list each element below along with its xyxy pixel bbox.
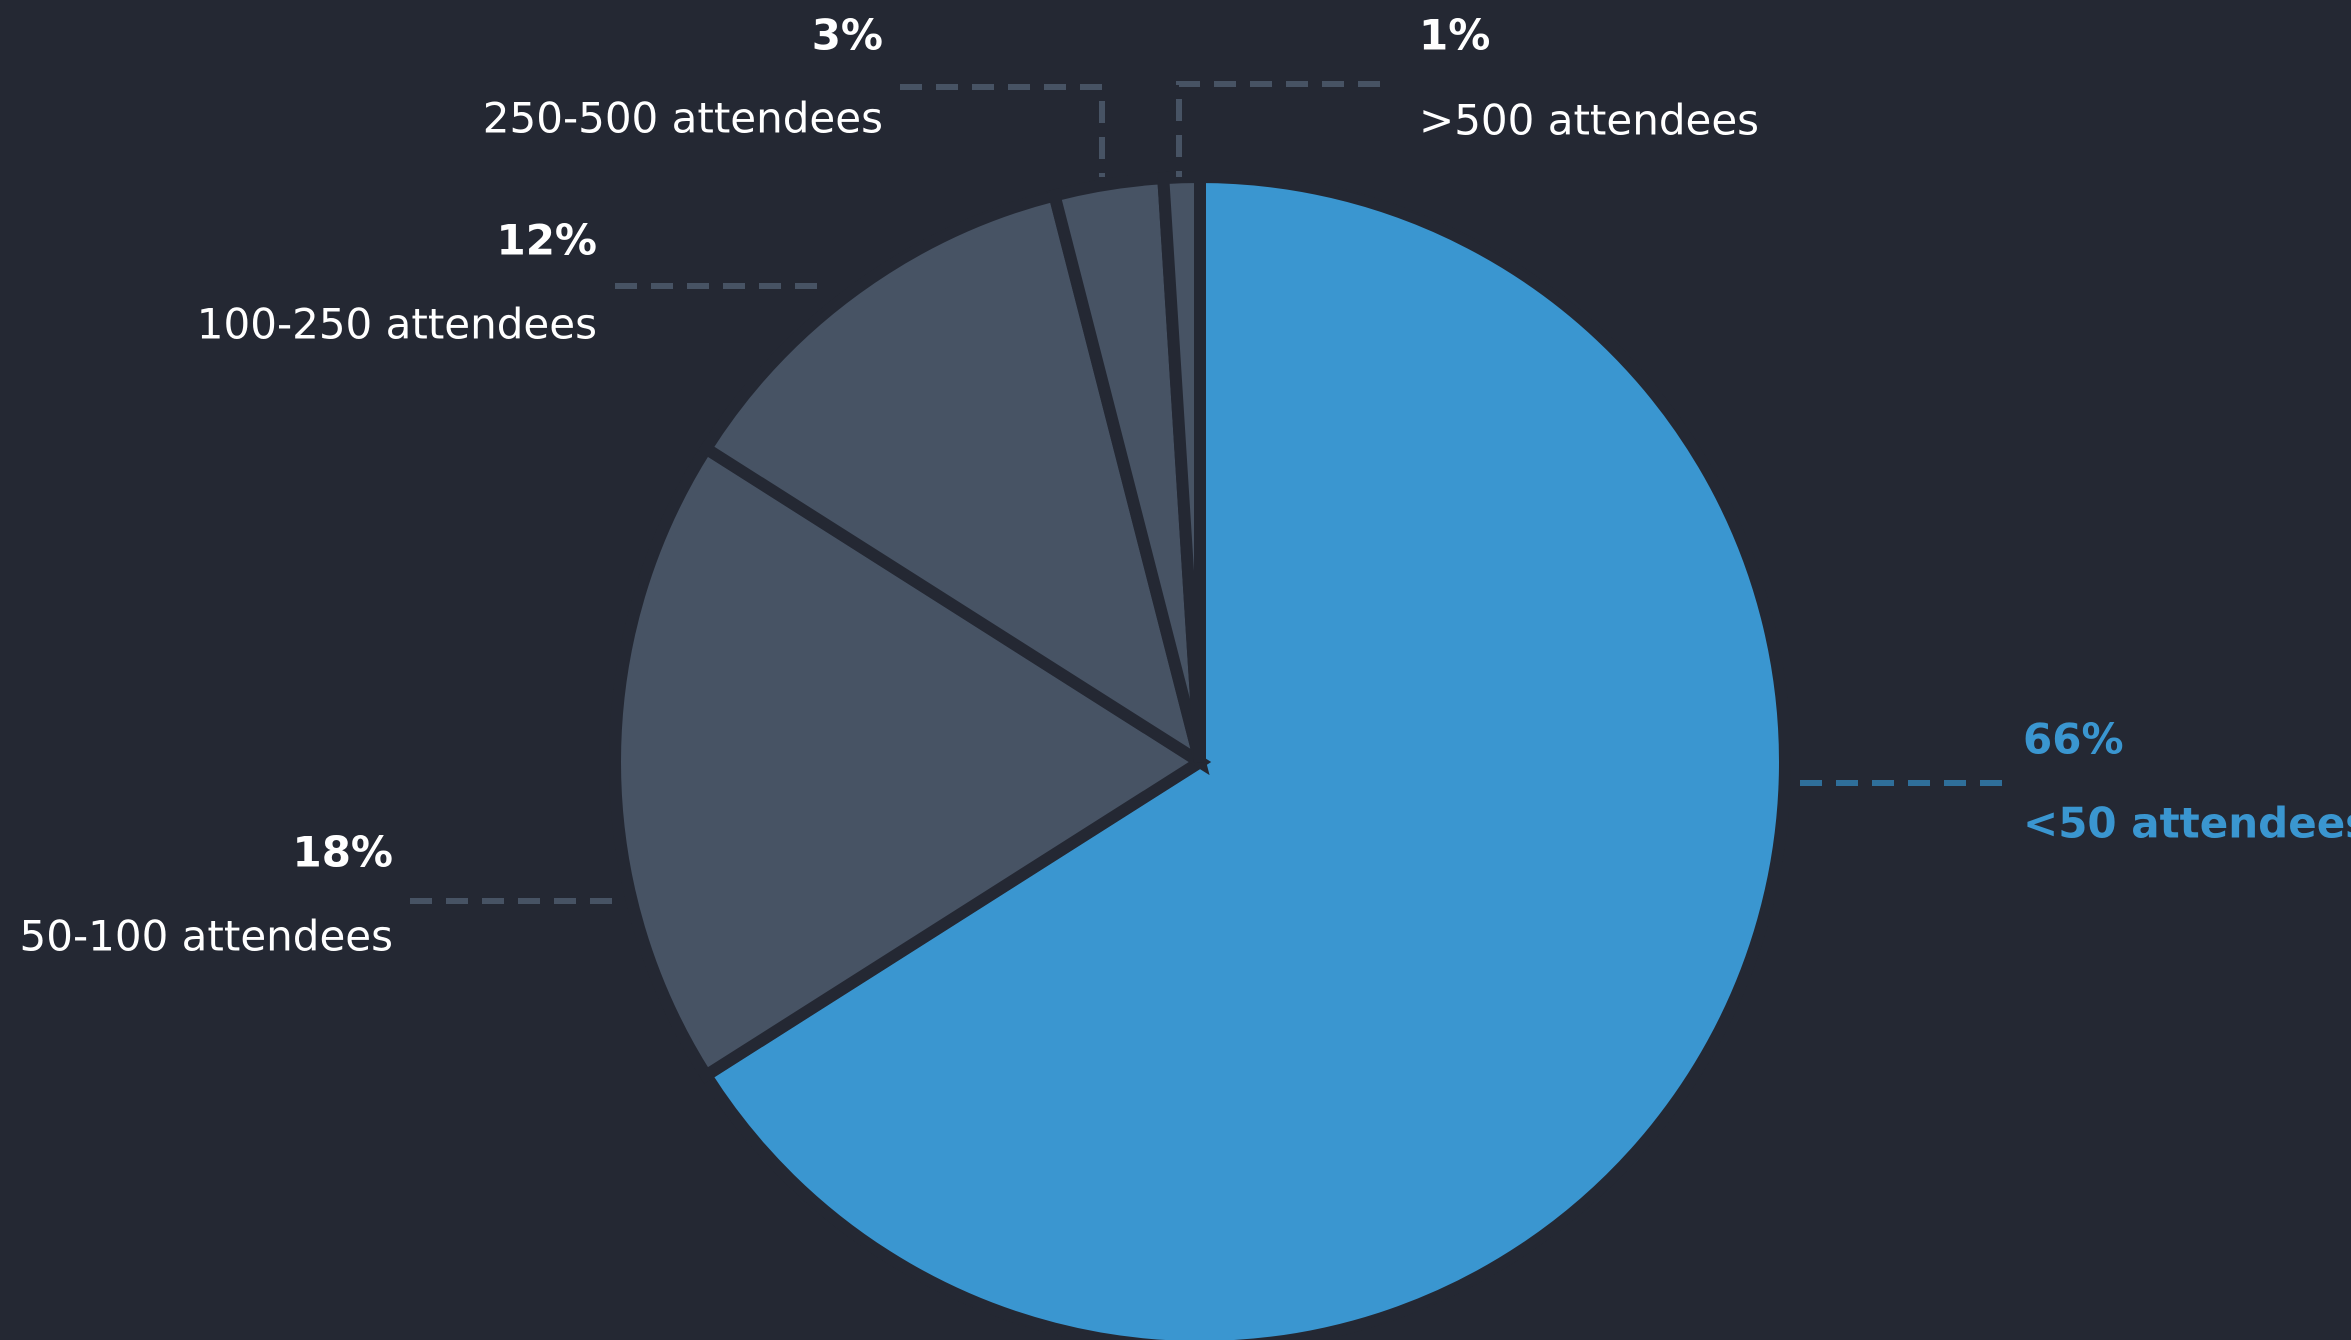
value-label: 12% [496,216,597,265]
pie-slice [609,440,1212,1084]
slice-label: 100-250 attendees [197,300,597,349]
pie-slice [697,188,1210,776]
value-label: 18% [292,828,393,877]
slice-label: >500 attendees [1419,96,1759,145]
slice-label: 50-100 attendees [20,912,393,961]
slice-label: 250-500 attendees [483,94,883,143]
leader-line [1176,81,1380,177]
pie-slice [1156,170,1206,763]
leader-line [900,84,1105,177]
slice-label: <50 attendees [2023,799,2351,848]
pie-slice [697,170,1791,1340]
value-label: 66% [2023,715,2124,764]
value-label: 3% [812,11,883,60]
value-label: 1% [1419,11,1490,60]
